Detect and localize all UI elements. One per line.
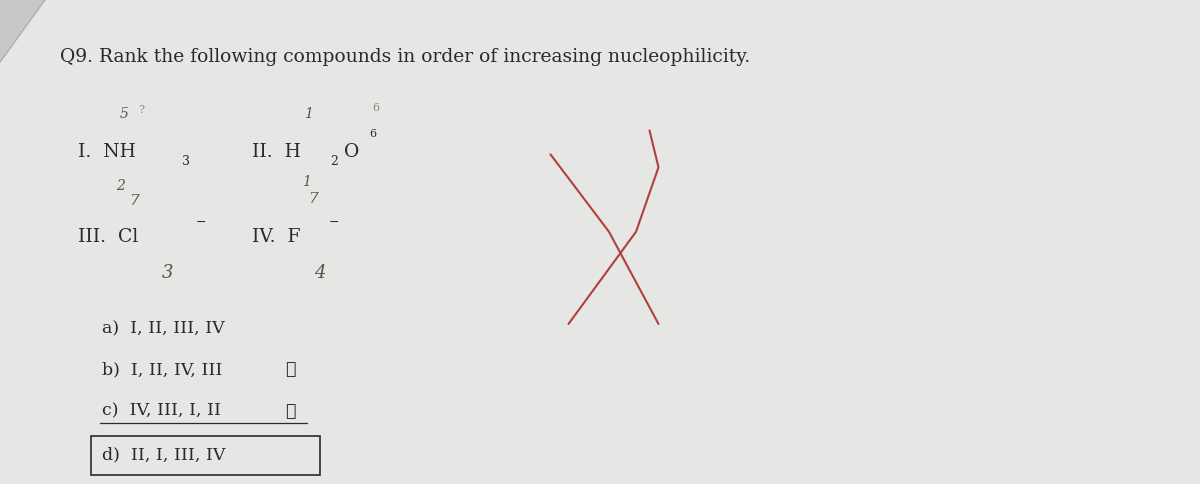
Text: O: O (344, 143, 360, 161)
Text: IV.  F: IV. F (252, 227, 300, 245)
Text: 2: 2 (330, 155, 338, 168)
Text: 1: 1 (302, 174, 311, 188)
Text: I.  NH: I. NH (78, 143, 136, 161)
Text: 3: 3 (182, 155, 191, 168)
Text: II.  H: II. H (252, 143, 301, 161)
Text: d)  II, I, III, IV: d) II, I, III, IV (102, 445, 226, 462)
Text: Q9. Rank the following compounds in order of increasing nucleophilicity.: Q9. Rank the following compounds in orde… (60, 48, 750, 66)
Text: 1: 1 (304, 106, 312, 121)
Text: 5: 5 (120, 106, 128, 121)
Text: III.  Cl: III. Cl (78, 227, 138, 245)
Text: 6: 6 (372, 103, 379, 113)
Text: −: − (196, 215, 206, 228)
Text: ✗: ✗ (286, 402, 296, 419)
Text: 6: 6 (370, 129, 377, 139)
Text: 2: 2 (116, 179, 125, 193)
Text: a)  I, II, III, IV: a) I, II, III, IV (102, 319, 224, 336)
Text: 4: 4 (314, 264, 326, 282)
Text: ✗: ✗ (286, 361, 296, 378)
Text: ?: ? (138, 105, 144, 115)
Text: 7: 7 (130, 194, 139, 208)
Text: 7: 7 (308, 191, 318, 205)
Text: 3: 3 (162, 264, 174, 282)
Text: b)  I, II, IV, III: b) I, II, IV, III (102, 361, 222, 378)
Text: −: − (329, 215, 340, 228)
Text: c)  IV, III, I, II: c) IV, III, I, II (102, 402, 221, 419)
Polygon shape (0, 0, 46, 63)
